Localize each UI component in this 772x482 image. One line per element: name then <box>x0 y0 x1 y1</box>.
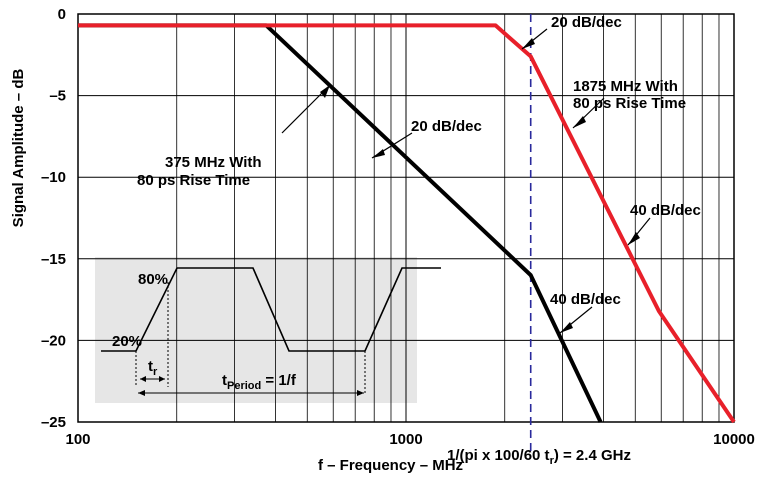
plot-frame <box>77 13 735 423</box>
series-line-1 <box>78 23 736 424</box>
y-tick-label: –20 <box>41 332 66 349</box>
annotation-a5: 40 dB/dec <box>630 202 701 219</box>
y-tick-label: –5 <box>49 88 66 105</box>
annotation-a4-line1: 375 MHz With <box>165 154 262 171</box>
vline-label: 1/(pi x 100/60 tr) = 2.4 GHz <box>447 447 631 467</box>
annotation-a2-line2: 80 ps Rise Time <box>573 95 686 112</box>
x-tick-label: 100 <box>65 431 90 448</box>
x-tick-label: 10000 <box>713 431 755 448</box>
x-axis-label: f – Frequency – MHz <box>318 457 463 474</box>
annotation-a1: 20 dB/dec <box>551 14 622 31</box>
annotation-a4-line2: 80 ps Rise Time <box>137 172 250 189</box>
y-tick-label: 0 <box>58 6 66 23</box>
inset-label-period: tPeriod = 1/f <box>222 372 297 392</box>
y-tick-label: –10 <box>41 169 66 186</box>
annotation-a3: 20 dB/dec <box>411 118 482 135</box>
inset-label-tr: tr <box>148 358 158 378</box>
arrowheads <box>320 38 640 333</box>
inset-label-80: 80% <box>138 271 168 288</box>
inset-wave-line <box>101 267 441 352</box>
inset-waveform: 80% 20% tr tPeriod = 1/f <box>101 267 441 396</box>
annotation-a6: 40 dB/dec <box>550 291 621 308</box>
inset-label-20: 20% <box>112 333 142 350</box>
y-tick-label: –15 <box>41 251 66 268</box>
annotation-a2-line1: 1875 MHz With <box>573 78 678 95</box>
y-tick-label: –25 <box>41 414 66 431</box>
tick-labels: 100 1000 10000 0 –5 –10 –15 –20 –25 <box>41 6 755 448</box>
grid <box>78 14 734 422</box>
x-tick-label: 1000 <box>389 431 422 448</box>
y-axis-label: Signal Amplitude – dB <box>10 69 27 228</box>
